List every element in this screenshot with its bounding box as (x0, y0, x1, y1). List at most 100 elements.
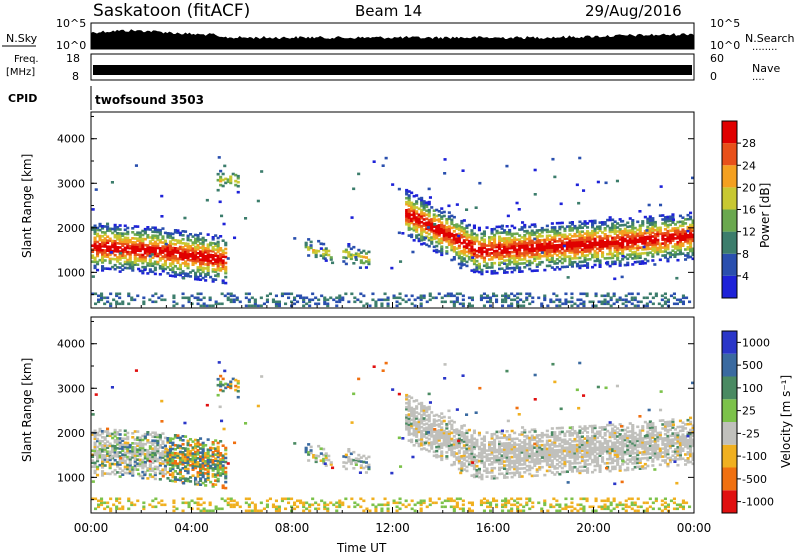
power-cell (518, 262, 522, 265)
velocity-cell (455, 458, 459, 461)
velocity-cell (457, 429, 461, 433)
velocity-cell (166, 449, 170, 452)
velocity-cell (201, 455, 205, 459)
power-cell (550, 246, 554, 249)
velocity-cell (118, 441, 122, 444)
power-cell (646, 217, 650, 221)
power-cell (673, 247, 677, 250)
power-cell (490, 238, 494, 241)
power-cell (495, 255, 499, 259)
velocity-cell (520, 449, 524, 452)
velocity-cell (176, 462, 180, 465)
velocity-cell (133, 458, 137, 461)
power-cell (364, 266, 368, 269)
power-cell (648, 221, 652, 224)
power-cell (141, 233, 145, 237)
power-cell (636, 240, 640, 244)
power-cell (528, 263, 532, 267)
power-cell (460, 225, 464, 229)
power-cell (691, 253, 694, 257)
velocity-cell (475, 458, 479, 462)
power-cell (455, 296, 459, 300)
power-cell (109, 251, 113, 254)
velocity-cell (362, 460, 366, 464)
velocity-cell (106, 446, 110, 449)
power-cell (568, 225, 572, 228)
power-cell (214, 244, 218, 247)
power-cell (211, 304, 215, 308)
velocity-cell (477, 475, 481, 479)
velocity-cell (462, 432, 466, 435)
power-cell (568, 255, 572, 258)
velocity-heatmap (91, 361, 694, 513)
power-cell (663, 248, 667, 251)
power-cell (126, 244, 130, 248)
power-cell (462, 253, 466, 256)
velocity-cell (495, 454, 499, 458)
power-cell (616, 250, 620, 253)
velocity-cell (126, 441, 130, 445)
power-cell (681, 244, 685, 247)
power-cell (564, 302, 568, 306)
velocity-cell (151, 475, 155, 479)
power-cell (510, 242, 514, 246)
power-cell (631, 251, 635, 254)
power-cell (401, 232, 405, 235)
velocity-cell (498, 466, 502, 470)
velocity-cell (503, 444, 507, 447)
power-cell (558, 298, 562, 302)
power-cell (575, 252, 579, 256)
power-cell (148, 270, 152, 273)
power-cell (490, 228, 494, 231)
velocity-cell (186, 461, 190, 465)
velocity-cell (146, 457, 150, 460)
power-cell (626, 221, 630, 225)
power-cell (472, 250, 476, 254)
power-cell (175, 302, 179, 306)
power-cell (586, 226, 590, 229)
power-cell (533, 231, 537, 234)
power-cell (420, 224, 424, 228)
velocity-cell (553, 431, 557, 434)
power-cell (462, 227, 466, 230)
velocity-cell (555, 439, 559, 442)
power-cell (578, 240, 582, 244)
velocity-cell (163, 464, 167, 468)
velocity-cell (553, 467, 557, 470)
velocity-cell (103, 460, 107, 463)
velocity-cell (563, 434, 567, 438)
power-cell (586, 248, 590, 251)
power-cell (111, 239, 115, 243)
velocity-cell (523, 453, 527, 456)
power-cell (603, 298, 607, 302)
power-cell (470, 251, 474, 254)
power-cell (148, 246, 152, 249)
power-cell (583, 260, 587, 263)
velocity-cell (578, 447, 582, 451)
power-cell (415, 218, 419, 221)
power-cell (166, 246, 170, 249)
velocity-cell (563, 438, 567, 442)
power-cell (638, 254, 642, 257)
power-cell (519, 304, 523, 308)
power-cell (113, 257, 117, 261)
velocity-cell (415, 425, 419, 428)
power-cell (362, 294, 366, 298)
power-cell (631, 245, 635, 248)
power-cell (684, 230, 688, 233)
velocity-cell (171, 461, 175, 465)
power-cell (206, 243, 210, 246)
velocity-cell (472, 457, 476, 461)
velocity-cell (136, 458, 140, 461)
power-cell (181, 296, 185, 300)
velocity-cell (410, 414, 414, 418)
power-cell (563, 235, 567, 239)
power-cell (477, 262, 481, 266)
power-cell (127, 294, 131, 298)
power-cell (442, 226, 446, 230)
velocity-cell (472, 445, 476, 449)
power-cell (501, 294, 505, 298)
power-cell (305, 296, 309, 300)
power-cell (661, 218, 665, 221)
velocity-cell (485, 453, 489, 456)
